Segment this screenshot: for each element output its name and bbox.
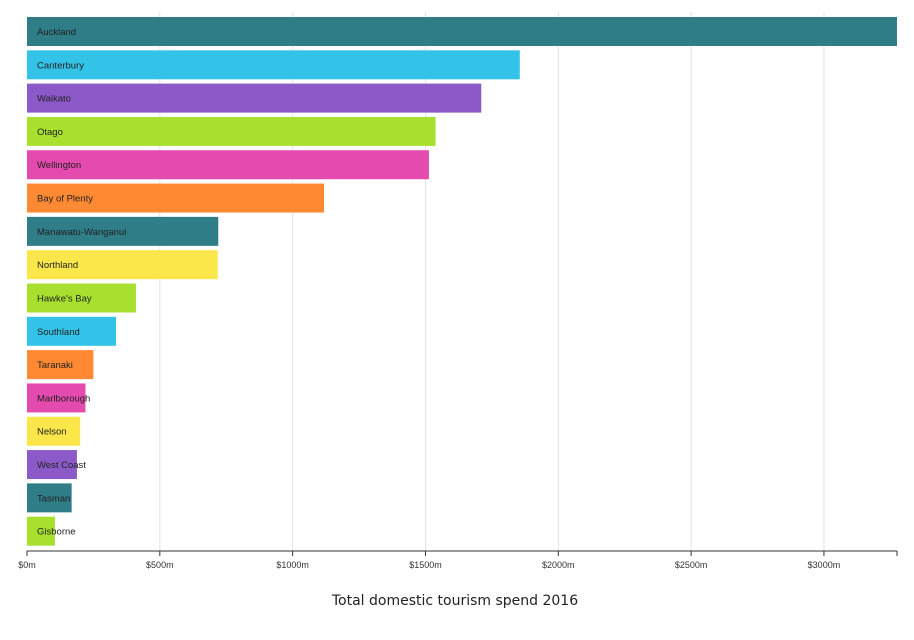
x-tick-label: $2000m (542, 560, 575, 570)
x-tick-label: $500m (146, 560, 174, 570)
bars: Auckland Canterbury Waikato Otago Wellington… (27, 17, 897, 546)
x-tick-label: $0m (18, 560, 36, 570)
bar-label: Wellington (37, 160, 81, 171)
bar (27, 116, 436, 146)
bar (27, 483, 72, 513)
bar-label: Taranaki (37, 360, 73, 371)
x-axis: $0m $500m $1000m $1500m $2000m $2500m $3000m (18, 550, 898, 570)
bar (27, 83, 482, 113)
bar-label: Northland (37, 260, 78, 271)
bar (27, 416, 81, 446)
x-tick-label: $2500m (675, 560, 708, 570)
bar (27, 250, 218, 280)
bar (27, 350, 94, 380)
bar-label: Auckland (37, 27, 76, 38)
bar (27, 383, 86, 413)
bar (27, 17, 897, 46)
bar (27, 183, 324, 213)
x-tick-label: $1500m (409, 560, 442, 570)
bar-label: Manawatu-Wanganui (37, 227, 126, 238)
bar-label: Otago (37, 127, 63, 138)
chart-title: Total domestic tourism spend 2016 (331, 593, 578, 609)
x-tick-label: $3000m (808, 560, 841, 570)
bar-label: Southland (37, 327, 80, 338)
bar-label: Bay of Plenty (37, 194, 93, 205)
bar-label: Tasman (37, 493, 70, 504)
bar (27, 50, 520, 80)
bar (27, 283, 136, 313)
bar-label: Waikato (37, 94, 71, 105)
bar-label: West Coast (37, 460, 86, 471)
bar (27, 150, 429, 180)
bar-label: Gisborne (37, 527, 76, 538)
bar (27, 450, 77, 480)
bar-label: Canterbury (37, 60, 84, 71)
bar-label: Nelson (37, 427, 67, 438)
bar (27, 516, 55, 546)
bar-label: Marlborough (37, 393, 90, 404)
bar-label: Hawke's Bay (37, 293, 92, 304)
bar (27, 216, 219, 246)
x-tick-label: $1000m (276, 560, 309, 570)
bar (27, 316, 116, 346)
